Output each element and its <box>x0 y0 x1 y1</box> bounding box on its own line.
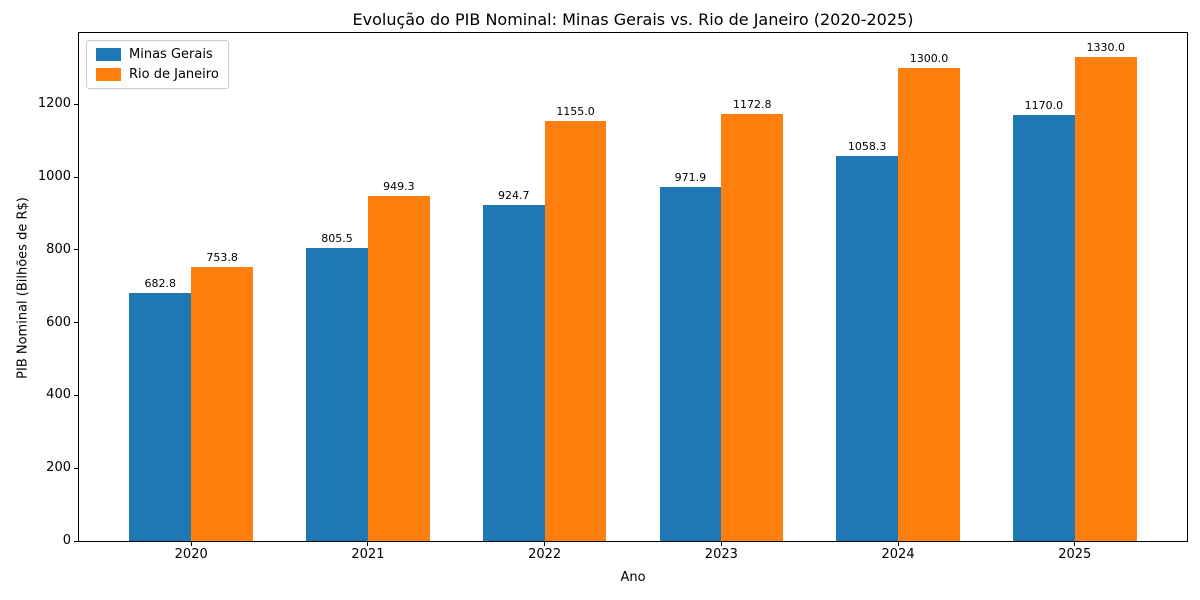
bar-rio-de-janeiro-2025 <box>1074 57 1137 541</box>
y-axis-tick <box>74 249 78 251</box>
bar-rio-de-janeiro-2020 <box>191 266 254 541</box>
x-axis-tick-label: 2020 <box>174 547 208 562</box>
bar-value-label: 1155.0 <box>556 104 595 118</box>
x-axis-tick <box>367 542 369 546</box>
bar-minas-gerais-2025 <box>1012 115 1075 541</box>
legend-item: Rio de Janeiro <box>96 67 219 82</box>
y-axis-tick-label: 1000 <box>37 169 71 185</box>
bar-minas-gerais-2022 <box>482 204 545 541</box>
bar-minas-gerais-2024 <box>836 156 899 541</box>
bar-rio-de-janeiro-2022 <box>544 120 607 541</box>
bar-value-label: 682.8 <box>144 276 177 290</box>
bar-minas-gerais-2021 <box>306 248 368 541</box>
bar-value-label: 971.9 <box>674 171 707 185</box>
y-axis-tick-label: 0 <box>62 533 71 548</box>
y-axis-tick <box>74 394 78 396</box>
legend-swatch <box>96 68 121 81</box>
legend: Minas Gerais Rio de Janeiro <box>86 40 229 89</box>
chart-title: Evolução do PIB Nominal: Minas Gerais vs… <box>352 10 914 29</box>
x-axis-tick-label: 2021 <box>351 547 385 562</box>
x-axis-tick <box>544 542 546 546</box>
x-axis-tick-label: 2022 <box>528 547 562 562</box>
y-axis-tick-label: 800 <box>46 241 71 257</box>
x-axis-label: Ano <box>620 570 646 585</box>
y-axis-tick <box>74 467 78 469</box>
y-axis-tick-label: 200 <box>46 460 71 476</box>
x-axis-tick <box>1074 542 1076 546</box>
bar-rio-de-janeiro-2023 <box>721 114 784 541</box>
bar-minas-gerais-2020 <box>129 292 192 541</box>
y-axis-tick <box>74 176 78 178</box>
y-axis-tick-label: 1200 <box>37 96 71 112</box>
y-axis-tick <box>74 540 78 542</box>
bar-rio-de-janeiro-2024 <box>898 68 960 541</box>
legend-swatch <box>96 48 121 61</box>
bar-value-label: 1172.8 <box>733 98 772 112</box>
legend-label: Minas Gerais <box>129 47 213 62</box>
y-axis-tick-label: 600 <box>46 314 71 330</box>
bar-rio-de-janeiro-2021 <box>367 195 430 541</box>
y-axis-tick <box>74 103 78 105</box>
x-axis-tick <box>190 542 192 546</box>
bar-value-label: 1170.0 <box>1024 99 1064 113</box>
bar-value-label: 924.7 <box>497 188 530 202</box>
legend-label: Rio de Janeiro <box>129 67 219 82</box>
bar-value-label: 1300.0 <box>909 52 949 66</box>
y-axis-tick-label: 400 <box>46 387 71 403</box>
plot-area: Minas Gerais Rio de Janeiro 0 200 400 600 800… <box>38 33 1187 562</box>
x-axis-tick <box>720 542 722 546</box>
bar-value-label: 1330.0 <box>1086 41 1125 55</box>
bar-value-label: 753.8 <box>206 250 238 264</box>
x-axis-tick-label: 2023 <box>704 547 738 562</box>
y-axis-tick <box>74 322 78 324</box>
x-axis-tick <box>897 542 899 546</box>
x-axis-tick-label: 2025 <box>1058 547 1092 562</box>
bar-value-label: 949.3 <box>383 179 415 193</box>
x-axis-tick-label: 2024 <box>881 547 915 562</box>
legend-item: Minas Gerais <box>96 47 219 62</box>
bar-value-label: 1058.3 <box>847 140 887 154</box>
bar-value-label: 805.5 <box>321 232 353 245</box>
bar-minas-gerais-2023 <box>659 187 722 541</box>
y-axis-label: PIB Nominal (Bilhões de R$) <box>15 197 31 379</box>
